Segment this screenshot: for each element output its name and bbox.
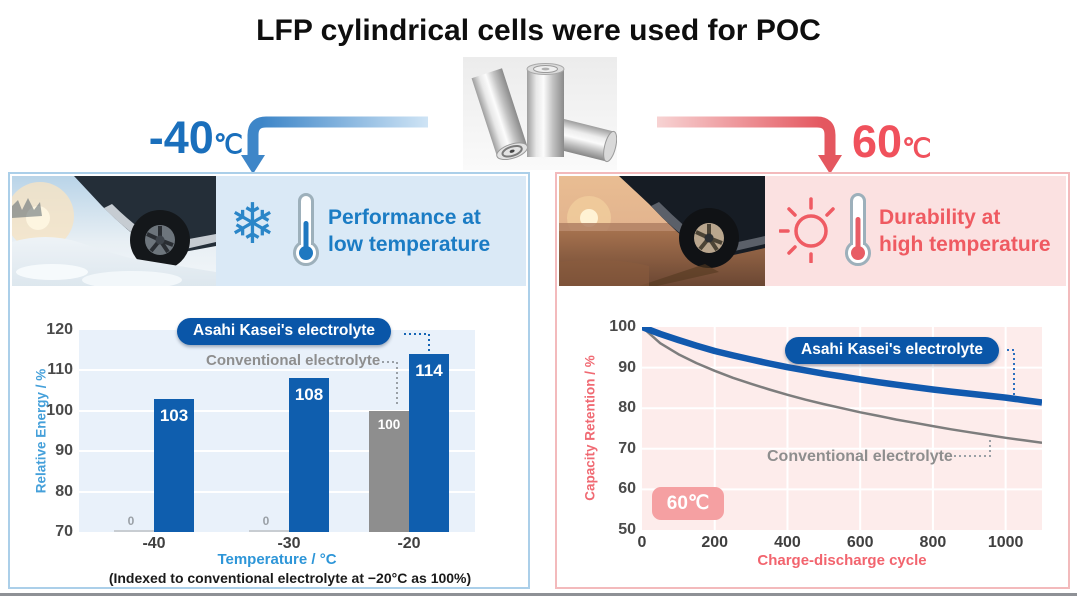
ytick-label: 100	[46, 401, 73, 419]
temperature-badge: 60℃	[652, 487, 724, 520]
xtick-label: 600	[846, 534, 874, 551]
bar-value-label: 108	[294, 385, 324, 405]
bar-asahi: 114	[409, 354, 449, 532]
conventional-electrolyte-label: Conventional electrolyte	[206, 352, 381, 369]
page-title: LFP cylindrical cells were used for POC	[256, 14, 821, 47]
ytick-label: 90	[618, 358, 636, 376]
bar-value-label: 103	[159, 405, 189, 425]
xtick-label: 400	[774, 534, 801, 551]
bar-conventional: 100	[369, 410, 409, 532]
high-temp-header-background	[765, 176, 1066, 286]
low-temp-heading-line2: low temperature	[328, 233, 491, 256]
conventional-zero-label: 0	[262, 514, 270, 528]
thermometer-hot-icon	[845, 193, 871, 266]
ytick-label: 110	[47, 361, 73, 379]
high-temp-heading-line1: Durability at	[879, 206, 1001, 229]
temp-unit-right: ℃	[902, 133, 932, 163]
ytick-label: 100	[609, 318, 636, 335]
asahi-electrolyte-callout: Asahi Kasei's electrolyte	[785, 337, 1000, 364]
xtick-label: -20	[397, 535, 421, 552]
thermometer-cold-icon	[293, 193, 319, 266]
line-chart-callout-connectors	[954, 349, 1015, 457]
conventional-zero-baseline	[249, 529, 289, 532]
snowflake-icon: ❄	[229, 192, 276, 255]
bar-chart-note: (Indexed to conventional electrolyte at …	[108, 570, 472, 586]
bar-value-label: 114	[415, 361, 443, 381]
line-chart-series	[640, 323, 1043, 530]
standing-battery-cell	[526, 63, 565, 157]
sun-icon	[779, 197, 835, 263]
bar-asahi: 108	[289, 378, 329, 532]
asahi-electrolyte-callout: Asahi Kasei's electrolyte	[177, 318, 392, 345]
line-chart-xlabel: Charge-discharge cycle	[757, 552, 927, 569]
series-line-asahi	[640, 323, 1043, 406]
winter-driving-photo	[12, 176, 216, 286]
xtick-label: -40	[142, 535, 166, 552]
low-temperature-panel: ❄ Performance at low temperature Relativ…	[8, 172, 530, 589]
ytick-label: 120	[46, 321, 73, 338]
gridline	[79, 409, 475, 412]
line-chart-ylabel: Capacity Retention / %	[582, 355, 598, 501]
bar-chart-xlabel: Temperature / °C	[217, 551, 337, 568]
low-temp-heading-line1: Performance at	[328, 206, 481, 229]
xtick-label: 0	[637, 534, 647, 551]
ytick-label: 60	[618, 480, 636, 498]
temp-value-right: 60	[852, 116, 903, 167]
bottom-divider	[0, 593, 1077, 596]
xtick-label: 1000	[987, 534, 1024, 551]
series-line-conventional	[641, 326, 1043, 444]
xtick-label: 200	[701, 534, 729, 551]
xtick-label: -30	[277, 535, 301, 552]
ytick-label: 70	[55, 523, 73, 540]
temp-label-right: 60℃	[852, 119, 931, 164]
bar-chart-ylabel: Relative Energy / %	[33, 368, 49, 494]
bar-value-label: 100	[377, 416, 401, 432]
low-temp-heading: Performance at low temperature	[328, 204, 490, 258]
bar-asahi: 103	[154, 398, 194, 532]
conventional-zero-baseline	[114, 529, 154, 532]
high-temp-heading: Durability at high temperature	[879, 204, 1051, 258]
battery-cells-image	[463, 57, 617, 170]
temp-unit-left: ℃	[213, 129, 243, 159]
high-temperature-panel: Durability at high temperature Capacity …	[555, 172, 1070, 589]
flow-arrow-right	[657, 116, 842, 174]
conventional-zero-label: 0	[127, 514, 135, 528]
high-temp-heading-line2: high temperature	[879, 233, 1051, 256]
bar-chart-callout-connectors	[382, 333, 430, 407]
conventional-electrolyte-label: Conventional electrolyte	[767, 448, 953, 465]
gridline	[79, 369, 475, 372]
ytick-label: 80	[55, 482, 73, 500]
gridline	[79, 450, 475, 453]
ytick-label: 70	[618, 439, 636, 457]
bar-chart-plot-area: 0 103 0 108 100 114	[79, 330, 475, 532]
ytick-label: 80	[618, 399, 636, 417]
low-temp-header-background	[216, 176, 526, 286]
temp-label-left: -40℃	[90, 115, 243, 160]
flow-arrow-left	[241, 116, 428, 174]
xtick-label: 800	[919, 534, 947, 551]
gridline	[79, 490, 475, 493]
temp-value-left: -40	[148, 112, 214, 163]
ytick-label: 50	[618, 521, 636, 538]
desert-driving-photo	[559, 176, 765, 286]
ytick-label: 90	[55, 442, 73, 460]
